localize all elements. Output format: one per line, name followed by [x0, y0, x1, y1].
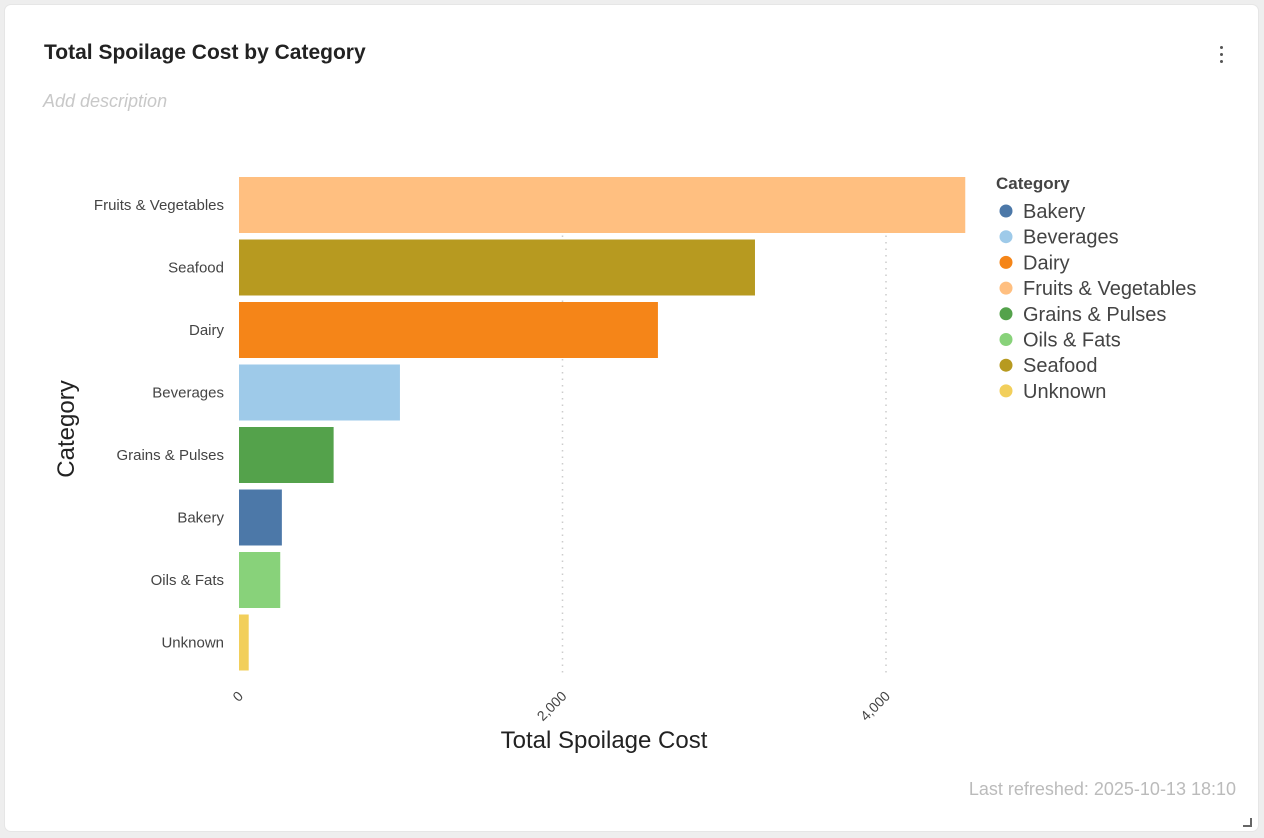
legend-swatch-beverages [999, 230, 1013, 244]
bar-grains-pulses[interactable] [239, 427, 334, 483]
description-placeholder[interactable]: Add description [43, 91, 168, 111]
chart-title: Total Spoilage Cost by Category [44, 41, 366, 64]
y-tick-label-oils-fats: Oils & Fats [151, 572, 224, 589]
legend-label-beverages[interactable]: Beverages [1023, 227, 1119, 249]
legend-swatch-unknown [999, 384, 1013, 398]
legend-label-oils-fats[interactable]: Oils & Fats [1023, 330, 1121, 352]
chart-card: Total Spoilage Cost by Category Add desc… [5, 5, 1258, 831]
y-tick-label-seafood: Seafood [168, 260, 224, 277]
y-tick-label-beverages: Beverages [152, 385, 224, 402]
grid-lines [561, 177, 887, 677]
bar-unknown[interactable] [239, 614, 249, 671]
legend-label-dairy[interactable]: Dairy [1023, 252, 1070, 274]
legend-swatch-dairy [999, 255, 1013, 269]
bars [239, 177, 966, 671]
legend-swatch-fruits-vegetables [999, 281, 1013, 295]
legend-label-fruits-vegetables[interactable]: Fruits & Vegetables [1023, 278, 1196, 300]
bar-beverages[interactable] [239, 364, 400, 421]
legend-label-unknown[interactable]: Unknown [1023, 381, 1106, 403]
legend-title: Category [996, 174, 1070, 193]
y-axis-tick-labels: Fruits & Vegetables Seafood Dairy Beverages… [94, 197, 225, 652]
kebab-menu-icon[interactable] [1211, 43, 1231, 67]
bar-seafood[interactable] [239, 239, 755, 296]
legend-label-bakery[interactable]: Bakery [1023, 201, 1085, 223]
legend-label-seafood[interactable]: Seafood [1023, 355, 1098, 377]
resize-handle-icon[interactable] [1243, 818, 1252, 827]
legend-swatch-grains-pulses [999, 307, 1013, 321]
legend: Category Bakery Beverages Dairy Fruits & Ve… [996, 174, 1196, 403]
y-tick-label-grains-pulses: Grains & Pulses [116, 447, 224, 464]
x-tick-label-2: 4,000 [857, 688, 893, 724]
x-axis-tick-labels: 0 2,000 4,000 [229, 688, 893, 724]
bar-bakery[interactable] [239, 489, 282, 546]
legend-swatch-seafood [999, 358, 1013, 372]
bar-fruits-vegetables[interactable] [239, 177, 966, 233]
bar-oils-fats[interactable] [239, 552, 281, 608]
legend-swatch-bakery [999, 204, 1013, 218]
legend-label-grains-pulses[interactable]: Grains & Pulses [1023, 304, 1166, 326]
y-tick-label-fruits-vegetables: Fruits & Vegetables [94, 197, 224, 214]
last-refreshed-text: Last refreshed: 2025-10-13 18:10 [968, 779, 1236, 799]
y-tick-label-unknown: Unknown [161, 635, 224, 652]
x-tick-label-1: 2,000 [534, 688, 570, 724]
x-axis-title: Total Spoilage Cost [501, 727, 708, 754]
y-axis-title: Category [53, 380, 80, 477]
y-tick-label-dairy: Dairy [189, 322, 225, 339]
bar-chart: Fruits & Vegetables Seafood Dairy Beverages… [53, 174, 1196, 754]
bar-dairy[interactable] [239, 302, 658, 358]
y-tick-label-bakery: Bakery [177, 510, 224, 527]
x-tick-label-0: 0 [229, 688, 246, 705]
legend-swatch-oils-fats [999, 333, 1013, 346]
